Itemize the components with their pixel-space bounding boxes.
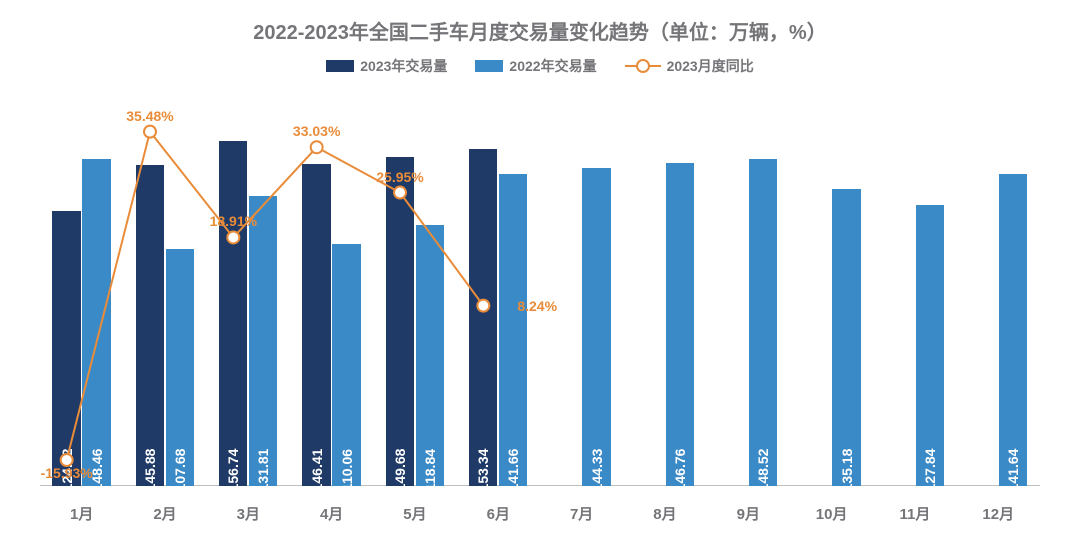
bar-v2022: 131.81 [249,196,277,486]
bar-group: 146.41110.06 [290,90,373,486]
legend-label: 2023月度同比 [667,56,754,76]
legend-swatch [326,60,354,72]
bar-v2022: 110.06 [332,244,360,486]
line-value-label: 33.03% [293,123,340,139]
bar-groups: 124.82148.46145.88107.68156.74131.81146.… [40,90,1040,486]
bar-v2023: 145.88 [136,165,164,486]
line-value-label: 25.95% [376,169,423,185]
x-axis-label: 6月 [457,503,540,524]
bar-value-label: 146.76 [672,449,688,492]
bar-value-label: 135.18 [839,449,855,492]
chart-container: 2022-2023年全国二手车月度交易量变化趋势（单位：万辆，%） 2023年交… [0,0,1080,536]
bar-group: 153.34141.66 [457,90,540,486]
line-value-label: 8.24% [517,298,557,314]
bar-group: 124.82148.46 [40,90,123,486]
bar-value-label: 131.81 [255,449,271,492]
bar-value-label: 153.34 [475,449,491,492]
bar-group: 145.88107.68 [123,90,206,486]
legend-item-v2022: 2022年交易量 [475,56,596,76]
line-value-label: -15.93% [41,465,93,481]
x-axis-label: 7月 [540,503,623,524]
chart-legend: 2023年交易量 2022年交易量 2023月度同比 [0,56,1080,76]
bar-group: 127.84 [873,90,956,486]
bar-value-label: 148.52 [755,449,771,492]
plot-area: 124.82148.46145.88107.68156.74131.81146.… [40,90,1040,486]
bar-value-label: 144.33 [589,449,605,492]
bar-value-label: 110.06 [339,449,355,491]
x-axis-label: 2月 [123,503,206,524]
bar-v2023: 149.68 [386,157,414,486]
bar-group: 149.68118.84 [373,90,456,486]
x-axis-label: 1月 [40,503,123,524]
bar-value-label: 156.74 [225,449,241,492]
bar-v2022: 148.46 [82,159,110,486]
x-axis-label: 11月 [873,503,956,524]
x-axis-label: 9月 [707,503,790,524]
x-axis-label: 8月 [623,503,706,524]
bar-v2022: 148.52 [749,159,777,486]
legend-line-swatch [625,59,661,73]
bar-group: 141.64 [957,90,1040,486]
bar-v2022: 141.66 [499,174,527,486]
bar-value-label: 127.84 [922,449,938,492]
bar-group: 144.33 [540,90,623,486]
line-value-label: 35.48% [126,108,173,124]
bar-value-label: 141.64 [1005,449,1021,492]
x-axis-label: 12月 [957,503,1040,524]
x-axis-label: 3月 [207,503,290,524]
bar-group: 146.76 [623,90,706,486]
bar-value-label: 141.66 [505,449,521,492]
legend-label: 2022年交易量 [509,56,596,76]
bar-v2022: 118.84 [416,225,444,486]
bar-value-label: 118.84 [422,449,438,491]
bar-v2022: 141.64 [999,174,1027,486]
bar-group: 156.74131.81 [207,90,290,486]
bar-v2023: 156.74 [219,141,247,486]
bar-value-label: 107.68 [172,449,188,492]
x-axis-labels: 1月2月3月4月5月6月7月8月9月10月11月12月 [40,503,1040,524]
bar-value-label: 145.88 [142,449,158,492]
legend-item-v2023: 2023年交易量 [326,56,447,76]
bar-v2022: 144.33 [582,168,610,486]
bar-v2023: 146.41 [302,164,330,486]
x-axis-label: 10月 [790,503,873,524]
x-axis-label: 4月 [290,503,373,524]
bar-v2022: 146.76 [666,163,694,486]
bar-v2023: 124.82 [52,211,80,486]
bar-group: 135.18 [790,90,873,486]
bar-value-label: 146.41 [309,449,325,492]
bar-v2023: 153.34 [469,149,497,486]
chart-title: 2022-2023年全国二手车月度交易量变化趋势（单位：万辆，%） [0,16,1080,45]
line-value-label: 18.91% [210,213,257,229]
bar-group: 148.52 [707,90,790,486]
bar-v2022: 135.18 [832,189,860,486]
bar-v2022: 127.84 [916,205,944,486]
x-axis-label: 5月 [373,503,456,524]
legend-swatch [475,60,503,72]
legend-item-yoy: 2023月度同比 [625,56,754,76]
legend-label: 2023年交易量 [360,56,447,76]
bar-value-label: 149.68 [392,449,408,492]
bar-v2022: 107.68 [166,249,194,486]
